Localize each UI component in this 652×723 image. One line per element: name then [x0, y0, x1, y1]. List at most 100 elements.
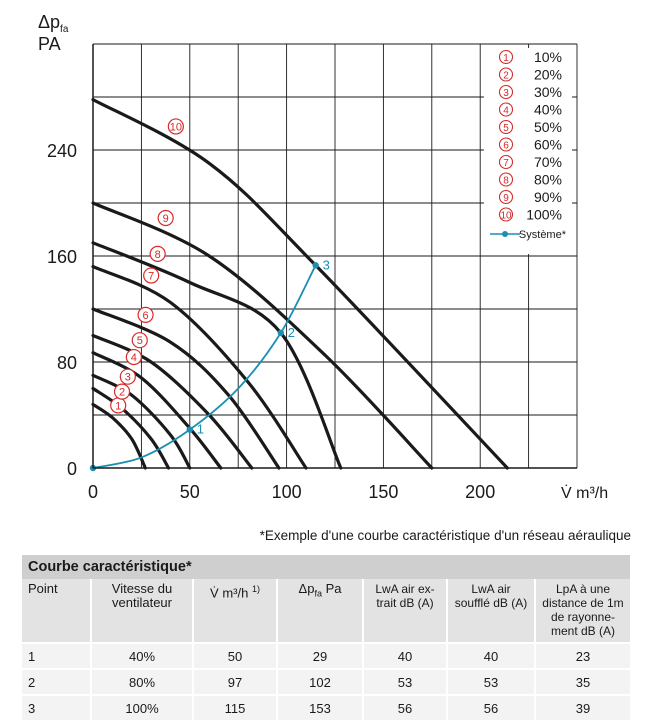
cell-lwa-extrait: 56 [362, 694, 446, 720]
legend-marker-circle [498, 67, 514, 82]
x-tick-label: 150 [368, 482, 398, 502]
header-dp-sub: fa [314, 588, 322, 599]
cell-volume: 115 [192, 694, 276, 720]
cell-vitesse: 80% [90, 668, 192, 694]
legend-entry-label: 90% [534, 189, 562, 205]
curve-marker-label: 10 [170, 121, 182, 133]
curve-marker-circle [167, 118, 184, 135]
legend-entry-label: 60% [534, 137, 562, 153]
curve-marker-circle [113, 383, 131, 400]
curve-marker-circle [143, 267, 160, 284]
legend-marker-circle [498, 154, 514, 170]
fan-curve-9 [91, 201, 434, 470]
system-point [312, 262, 319, 269]
cell-point: 3 [22, 694, 90, 720]
legend-marker-number: 4 [503, 106, 509, 117]
legend-system-point [502, 231, 508, 237]
table-row: 1 40% 50 29 40 40 23 [22, 642, 630, 668]
legend-marker-number: 2 [503, 71, 509, 82]
y-axis-unit: PA [38, 34, 61, 54]
legend-marker-number: 9 [503, 193, 509, 204]
header-lwa-souffle: LwA air soufflé dB (A) [446, 579, 534, 642]
fan-curve-8 [91, 241, 343, 470]
legend-system-label: Système* [519, 229, 567, 241]
legend-marker-number: 5 [503, 123, 509, 134]
curve-marker-label: 4 [131, 352, 137, 364]
curve-marker-circle [157, 209, 174, 227]
legend: 1 10% 2 20% 3 30% 4 40% 5 50% 6 60% 7 70% 8 80% 9 90% 10 10… [484, 48, 572, 254]
header-volume-sup: 1) [251, 584, 260, 594]
legend-marker-circle [498, 137, 514, 152]
cell-vitesse: 100% [90, 694, 192, 720]
curve-marker-label: 8 [155, 249, 161, 261]
fan-curve-10 [91, 98, 509, 470]
header-dp-unit: Pa [325, 581, 342, 596]
system-curve: 1 2 3 [89, 257, 330, 472]
curve-marker-label: 6 [143, 310, 149, 322]
fan-curve-4 [91, 351, 223, 470]
legend-entry-label: 10% [534, 49, 562, 65]
x-tick-label: 100 [272, 482, 302, 502]
curve-marker-circle [125, 348, 142, 366]
fan-curve-3 [91, 373, 192, 470]
system-point-label: 3 [323, 257, 330, 272]
fan-curve-6 [91, 307, 281, 470]
legend-entry-label: 80% [534, 172, 562, 188]
cell-volume: 50 [192, 642, 276, 668]
legend-marker-circle [498, 207, 514, 222]
system-point [186, 426, 193, 433]
cell-volume: 97 [192, 668, 276, 694]
cell-lwa-extrait: 40 [362, 642, 446, 668]
curve-marker-circle [137, 306, 154, 323]
legend-entry-label: 30% [534, 84, 562, 100]
cell-lpa: 39 [534, 694, 630, 720]
legend-entry-label: 70% [534, 154, 562, 170]
cell-lwa-souffle: 53 [446, 668, 534, 694]
cell-lwa-extrait: 53 [362, 668, 446, 694]
cell-lwa-souffle: 40 [446, 642, 534, 668]
cell-lwa-souffle: 56 [446, 694, 534, 720]
system-point-label: 1 [197, 422, 204, 437]
system-point-label: 2 [288, 325, 295, 340]
legend-entry-label: 40% [534, 102, 562, 118]
legend-marker-number: 7 [503, 158, 509, 169]
cell-dp: 29 [276, 642, 362, 668]
legend-background [484, 48, 572, 254]
y-axis-label: Δpfa [38, 12, 69, 35]
header-lpa: LpA à une distance de 1m de rayonne-ment… [534, 579, 630, 642]
legend-marker-number: 3 [503, 88, 509, 99]
curve-marker-circle [119, 368, 136, 385]
table-title: Courbe caractéristique* [22, 555, 630, 579]
header-lwa-extrait: LwA air ex-trait dB (A) [362, 579, 446, 642]
legend-marker-circle [498, 49, 514, 65]
legend-marker-number: 10 [500, 211, 512, 222]
header-point: Point [22, 579, 90, 642]
y-tick-label: 80 [57, 353, 77, 373]
table-row: 2 80% 97 102 53 53 35 [22, 668, 630, 694]
table-header-row: Point Vitesse du ventilateur V̇ m³/h 1) … [22, 579, 630, 642]
fan-curve-2 [91, 386, 171, 470]
legend-entry-label: 20% [534, 67, 562, 83]
y-tick-label: 240 [47, 141, 77, 161]
y-tick-label: 160 [47, 247, 77, 267]
x-axis-label: V̇ m³/h [561, 484, 608, 502]
curve-marker-label: 3 [125, 372, 131, 384]
curve-marker-label: 9 [163, 213, 169, 225]
header-volume-label: V̇ m³/h [210, 585, 249, 601]
fan-curve-5 [91, 333, 254, 470]
cell-vitesse: 40% [90, 642, 192, 668]
curve-marker-label: 5 [137, 335, 143, 347]
x-tick-label: 0 [88, 482, 98, 502]
legend-entry-label: 100% [526, 207, 562, 223]
cell-dp: 102 [276, 668, 362, 694]
header-vitesse: Vitesse du ventilateur [90, 579, 192, 642]
curve-marker-circle [149, 245, 166, 263]
legend-marker-number: 8 [503, 176, 509, 187]
cell-dp: 153 [276, 694, 362, 720]
cell-lpa: 35 [534, 668, 630, 694]
legend-marker-circle [498, 172, 514, 187]
header-dp-symbol: Δp [298, 581, 315, 596]
characteristics-table-wrap: Courbe caractéristique* Point Vitesse du… [22, 555, 630, 720]
